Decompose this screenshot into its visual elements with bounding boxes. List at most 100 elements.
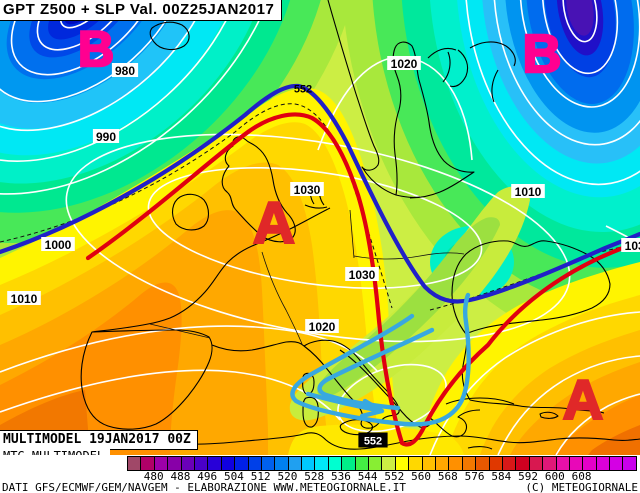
colorbar-cell [596, 457, 611, 470]
trough-arrowhead [305, 391, 385, 419]
colorbar-tick: 496 [197, 470, 218, 483]
low-center-symbol: B [523, 24, 562, 84]
isobar-label: 1020 [305, 319, 339, 334]
colorbar-cell [395, 457, 410, 470]
isobar-label: 1010 [7, 291, 41, 306]
svg-text:1030: 1030 [294, 183, 321, 197]
credits-right: (C) METEOGIORNALE [525, 481, 638, 493]
jet-552-red-line [85, 112, 640, 447]
colorbar-tick: 512 [250, 470, 271, 483]
map-title-text: GPT Z500 + SLP Val. 00Z25JAN2017 [3, 1, 275, 18]
colorbar-cell [449, 457, 463, 470]
colorbar-cells [127, 456, 637, 471]
colorbar-tick: 544 [357, 470, 378, 483]
colorbar-ticks: 480 488 496 504 512 520 528 536 544 552 560 568 576 5… [127, 470, 635, 483]
svg-text:552: 552 [294, 84, 312, 96]
colorbar-cell [409, 457, 423, 470]
credits-row: DATI GFS/ECMWF/GEM/NAVGEM - ELABORAZIONE… [0, 481, 640, 493]
colorbar-cell [141, 457, 155, 470]
map-labels-layer: 980 990 1000 1010 1020 1010 1030 1030 1020 1030 55… [7, 20, 640, 448]
svg-text:990: 990 [96, 130, 116, 144]
colorbar-cell [302, 457, 316, 470]
colorbar-cell [154, 457, 169, 470]
model-run-label: MULTIMODEL 19JAN2017 00Z [0, 430, 198, 450]
colorbar-cell [435, 457, 450, 470]
isobar-label: 1020 [387, 56, 421, 71]
trough-arrow-outer [290, 292, 471, 427]
colorbar-cell [168, 457, 182, 470]
annotation-layer [0, 83, 640, 447]
map-canvas: 980 990 1000 1010 1020 1010 1030 1030 1020 1030 55… [0, 0, 640, 455]
colorbar-cell [315, 457, 329, 470]
colorbar-cell [369, 457, 383, 470]
colorbar-tick: 568 [437, 470, 458, 483]
colorbar-cell [502, 457, 517, 470]
low-center-symbol: B [78, 21, 114, 77]
colorbar-cell [583, 457, 597, 470]
model-run-text: MULTIMODEL 19JAN2017 00Z [3, 432, 191, 447]
isobar-label: 990 [92, 129, 120, 144]
colorbar-tick: 488 [170, 470, 191, 483]
map-title: GPT Z500 + SLP Val. 00Z25JAN2017 [0, 0, 283, 21]
height-552-label: 552 [358, 432, 388, 448]
svg-text:1030: 1030 [349, 268, 376, 282]
colorbar-cell [261, 457, 276, 470]
isobar-label: 1030 [621, 238, 640, 253]
trough-arrow-inner [317, 327, 435, 411]
colorbar-tick: 592 [518, 470, 538, 483]
synoptic-map: 980 990 1000 1010 1020 1010 1030 1030 1020 1030 55… [0, 0, 640, 455]
colorbar-cell [610, 457, 624, 470]
colorbar-cell [569, 457, 584, 470]
isobar-label: 980 [111, 63, 139, 78]
isobar-label: 1000 [41, 237, 75, 252]
colorbar-cell [288, 457, 303, 470]
svg-text:1020: 1020 [391, 57, 418, 71]
colorbar-tick: 600 [544, 470, 565, 483]
svg-text:1000: 1000 [45, 238, 72, 252]
colorbar-cell [516, 457, 530, 470]
isobar-label: 1030 [290, 182, 324, 197]
colorbar-tick: 504 [224, 470, 244, 483]
colorbar-cell [342, 457, 356, 470]
credits-left: DATI GFS/ECMWF/GEM/NAVGEM - ELABORAZIONE… [2, 481, 406, 493]
colorbar-tick: 528 [304, 470, 325, 483]
colorbar-tick: 480 [143, 470, 164, 483]
svg-text:1020: 1020 [309, 320, 336, 334]
isobar-label: 1010 [511, 184, 545, 199]
colorbar-tick: 560 [411, 470, 432, 483]
svg-text:552: 552 [364, 436, 382, 448]
colorbar-cell [248, 457, 262, 470]
colorbar-cell [543, 457, 557, 470]
colorbar-tick: 536 [330, 470, 351, 483]
colorbar-cell [275, 457, 289, 470]
svg-text:1010: 1010 [11, 292, 38, 306]
colorbar-cell [355, 457, 370, 470]
colorbar-cell [462, 457, 477, 470]
colorbar-cell [181, 457, 195, 470]
jet-552-blue-line [0, 83, 640, 304]
colorbar-cell [194, 457, 209, 470]
legend-footer: 480 488 496 504 512 520 528 536 544 552 560 568 576 5… [0, 455, 640, 493]
colorbar-tick: 584 [491, 470, 512, 483]
colorbar-cell [382, 457, 396, 470]
colorbar-cell [556, 457, 570, 470]
colorbar-cell [208, 457, 222, 470]
high-center-symbol: A [253, 191, 295, 256]
colorbar-cell [529, 457, 544, 470]
colorbar-tick: 608 [571, 470, 592, 483]
isobar-label: 1030 [345, 267, 379, 282]
colorbar-cell [128, 457, 142, 470]
colorbar-tick: 520 [277, 470, 298, 483]
colorbar-cell [422, 457, 436, 470]
svg-text:1010: 1010 [515, 185, 542, 199]
colorbar-tick: 576 [464, 470, 485, 483]
colorbar-cell [489, 457, 503, 470]
colorbar-cell [623, 457, 636, 470]
colorbar-cell [476, 457, 490, 470]
svg-text:1030: 1030 [625, 239, 640, 253]
colorbar-cell [221, 457, 236, 470]
svg-text:980: 980 [115, 64, 135, 78]
height-552-label: 552 [294, 84, 312, 96]
colorbar-cell [328, 457, 343, 470]
